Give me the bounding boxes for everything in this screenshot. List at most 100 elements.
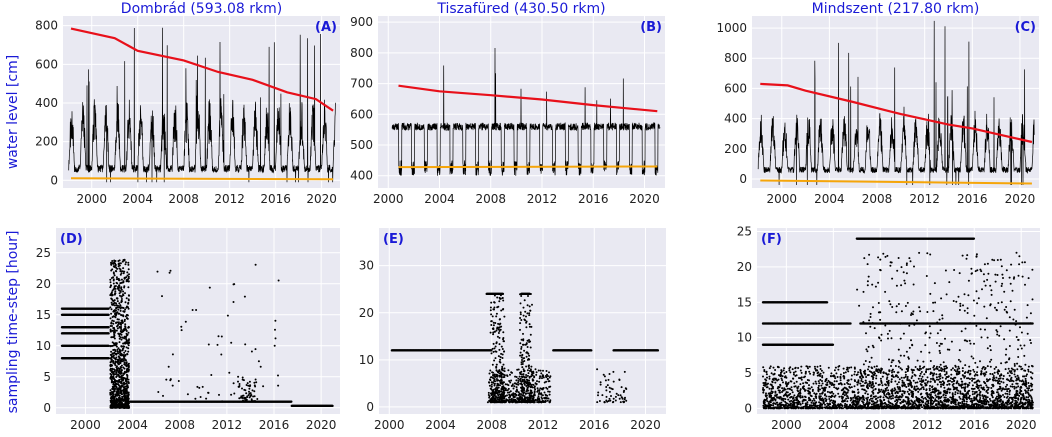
y-tick-label: 20 [359, 306, 374, 320]
y-tick-label: 0 [744, 401, 752, 415]
sample-point [116, 325, 118, 327]
sample-point [115, 376, 117, 378]
sample-point [502, 293, 504, 295]
sample-point [498, 387, 500, 389]
sample-point [536, 380, 538, 382]
sample-point [517, 384, 519, 386]
sample-point [623, 391, 625, 393]
sample-point [608, 379, 610, 381]
sample-point [115, 393, 117, 395]
sample-point [119, 357, 121, 359]
sample-point [618, 379, 620, 381]
sample-point [120, 307, 122, 309]
sample-point [529, 384, 531, 386]
sample-point [119, 353, 121, 355]
sample-point [112, 395, 114, 397]
sample-point [517, 382, 519, 384]
sample-point [117, 351, 119, 353]
sample-point [122, 315, 124, 317]
sample-point [113, 355, 115, 357]
x-tick-label: 2012 [527, 192, 558, 206]
sample-point [111, 302, 113, 304]
sample-point [502, 373, 504, 375]
sample-point [128, 365, 130, 367]
sample-point [115, 302, 117, 304]
sample-point [502, 357, 504, 359]
sample-point [540, 372, 542, 374]
sample-point [522, 394, 524, 396]
sample-point [243, 395, 245, 397]
sample-point [518, 369, 520, 371]
sample-point [122, 377, 124, 379]
sample-point [504, 368, 506, 370]
sample-point [124, 343, 126, 345]
sample-point [608, 400, 610, 402]
x-tick-label: 2012 [528, 418, 559, 432]
y-tick-label: 5 [744, 366, 752, 380]
sample-point [117, 387, 119, 389]
y-tick-label: 800 [724, 51, 747, 65]
sample-point [493, 389, 495, 391]
x-tick-label: 2004 [424, 192, 455, 206]
sample-point [128, 268, 130, 270]
sample-point [535, 374, 537, 376]
sample-point [500, 353, 502, 355]
sample-point [499, 323, 501, 325]
sample-point [118, 406, 120, 408]
sample-point [530, 375, 532, 377]
sample-point [515, 379, 517, 381]
sample-point [621, 386, 623, 388]
x-tick-label: 2020 [1006, 418, 1037, 432]
sample-point [609, 373, 611, 375]
sample-point [114, 274, 116, 276]
sample-point [126, 389, 128, 391]
sample-point [110, 313, 112, 315]
sample-point [527, 352, 529, 354]
sample-point [251, 400, 253, 402]
sample-point [612, 371, 614, 373]
sample-point [109, 345, 111, 347]
sample-point [119, 338, 121, 340]
sample-point [526, 343, 528, 345]
sample-point [111, 308, 113, 310]
sample-point [115, 358, 117, 360]
sample-point [111, 380, 113, 382]
sample-point [120, 326, 122, 328]
sample-point [542, 394, 544, 396]
sample-point [496, 313, 498, 315]
sample-point [112, 276, 114, 278]
sample-point [613, 398, 615, 400]
sample-point [116, 391, 118, 393]
sample-point [112, 330, 114, 332]
sample-point [114, 338, 116, 340]
sample-point [501, 382, 503, 384]
sample-point [185, 321, 187, 323]
sample-point [490, 332, 492, 334]
sample-point [528, 380, 530, 382]
y-tick-label: 600 [350, 107, 373, 121]
sample-point [524, 299, 526, 301]
sample-point [535, 382, 537, 384]
sample-point [609, 398, 611, 400]
sample-point [218, 394, 220, 396]
x-tick-label: 2020 [629, 192, 660, 206]
y-tick-label: 700 [350, 77, 373, 91]
sample-point [531, 373, 533, 375]
sample-point [499, 393, 501, 395]
sample-point [510, 401, 512, 403]
sample-point [506, 400, 508, 402]
sample-point [604, 375, 606, 377]
sample-point [113, 320, 115, 322]
sample-point [170, 270, 172, 272]
sample-point [240, 397, 242, 399]
sample-point [250, 392, 252, 394]
sample-point [116, 380, 118, 382]
sample-point [513, 388, 515, 390]
sample-point [126, 403, 128, 405]
sample-point [118, 398, 120, 400]
sample-point [119, 313, 121, 315]
sample-point [542, 370, 544, 372]
plot-area-c [752, 16, 1039, 188]
